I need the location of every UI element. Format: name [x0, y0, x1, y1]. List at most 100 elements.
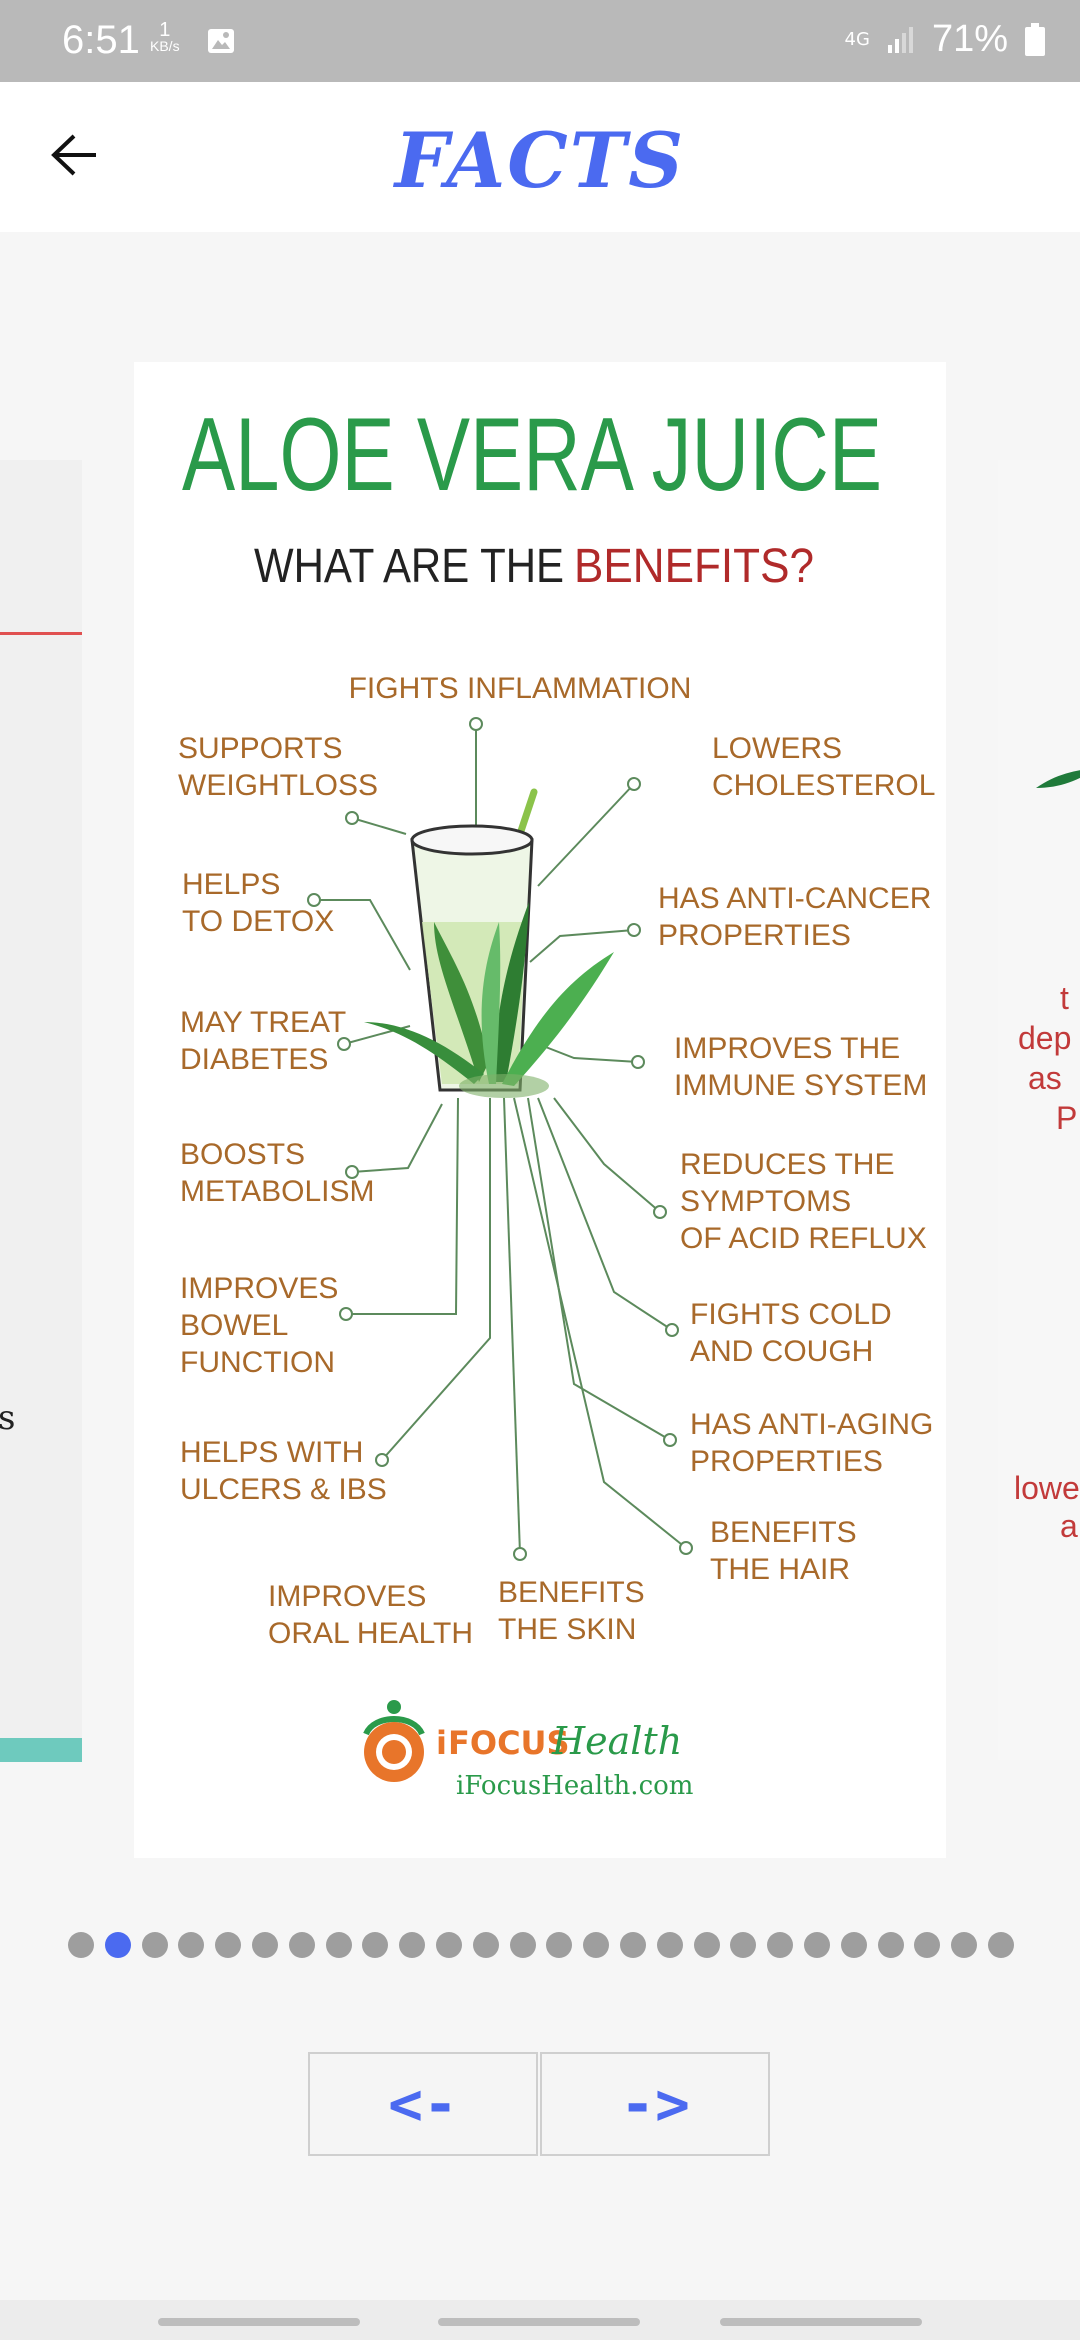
- peek-text-2: dep: [1018, 1020, 1072, 1056]
- system-navigation-bar: [0, 2300, 1080, 2340]
- connector-right-6: [513, 1097, 687, 1549]
- status-time: 6:51: [62, 18, 140, 62]
- benefit-left-0: SUPPORTS WEIGHTLOSS: [178, 732, 378, 802]
- infographic-title: ALOE VERA JUICE: [182, 397, 882, 513]
- back-arrow-icon[interactable]: [48, 128, 102, 182]
- benefit-left-5-line: ULCERS & IBS: [180, 1473, 387, 1506]
- pager-dot[interactable]: [325, 1932, 352, 1958]
- benefit-right-1-line: PROPERTIES: [658, 919, 851, 952]
- pager-dot[interactable]: [877, 1932, 904, 1958]
- pager-dot[interactable]: [656, 1932, 683, 1958]
- leaf-icon: [1036, 770, 1080, 788]
- connector-left-1-node: [307, 893, 321, 907]
- pager-dot[interactable]: [546, 1932, 573, 1958]
- back-bar[interactable]: [720, 2318, 922, 2326]
- pager-dot[interactable]: [472, 1932, 499, 1958]
- pager-dot[interactable]: [693, 1932, 720, 1958]
- brand-focus: FOCUS: [448, 1724, 570, 1762]
- brand-url: iFocusHealth.com: [456, 1771, 693, 1801]
- pager-dot[interactable]: [68, 1932, 94, 1958]
- next-button[interactable]: ->: [540, 2052, 770, 2156]
- signal-icon: [887, 26, 913, 53]
- connector-left-5-node: [375, 1453, 389, 1467]
- previous-card-peek[interactable]: s: [0, 460, 82, 1762]
- peek-text-4: P: [1056, 1100, 1078, 1136]
- pager-dot[interactable]: [509, 1932, 536, 1958]
- benefit-left-3-line: METABOLISM: [180, 1175, 374, 1208]
- pager-dot[interactable]: [436, 1932, 462, 1958]
- pager-dot[interactable]: [914, 1932, 941, 1958]
- connector-right-5: [527, 1097, 671, 1441]
- glass-illustration: [364, 788, 614, 1098]
- connector-left-2-node: [337, 1037, 351, 1051]
- pager-dot[interactable]: [583, 1932, 610, 1958]
- peek-text-1: t: [1060, 980, 1069, 1016]
- benefit-right-3-line: OF ACID REFLUX: [680, 1222, 927, 1255]
- connector-right-4-node: [665, 1323, 679, 1337]
- connector-lines: [307, 717, 693, 1561]
- pager-dot[interactable]: [215, 1932, 242, 1958]
- benefit-right-5-line: PROPERTIES: [690, 1445, 883, 1478]
- pager-dot[interactable]: [141, 1932, 168, 1958]
- benefit-left-1-line: HELPS: [182, 868, 280, 901]
- pager-dot[interactable]: [399, 1932, 426, 1958]
- benefit-left-4-line: FUNCTION: [180, 1346, 335, 1379]
- ifocus-logo: [363, 1700, 425, 1782]
- home-bar[interactable]: [438, 2318, 640, 2326]
- benefit-fights-inflammation: FIGHTS INFLAMMATION: [349, 672, 692, 705]
- battery-icon: [1025, 22, 1045, 56]
- recent-apps-bar[interactable]: [158, 2318, 360, 2326]
- pager-dot[interactable]: [840, 1932, 867, 1958]
- divider: [0, 632, 82, 635]
- benefit-right-4: FIGHTS COLD AND COUGH: [690, 1298, 892, 1368]
- pager-dots: [0, 1932, 1080, 1962]
- pager-dot[interactable]: [620, 1932, 646, 1958]
- benefit-left-4-line: BOWEL: [180, 1309, 288, 1342]
- pager-dot[interactable]: [288, 1932, 315, 1958]
- pager-dot[interactable]: [767, 1932, 794, 1958]
- pager-dot[interactable]: [951, 1932, 978, 1958]
- benefit-right-5-line: HAS ANTI-AGING: [690, 1408, 933, 1441]
- benefit-left-3: BOOSTS METABOLISM: [180, 1138, 374, 1208]
- connector-top-node: [469, 717, 483, 731]
- benefit-right-6-line: BENEFITS: [710, 1516, 857, 1549]
- connector-right-2: [537, 1043, 639, 1063]
- previous-button[interactable]: <-: [308, 2052, 538, 2156]
- next-card-peek[interactable]: t dep as P lowe a: [998, 460, 1080, 1760]
- benefit-left-1: HELPS TO DETOX: [182, 868, 334, 938]
- brand-health: Health: [551, 1719, 682, 1763]
- pager-dot[interactable]: [804, 1932, 830, 1958]
- pager-dot-active[interactable]: [104, 1932, 131, 1958]
- connector-bottom: [503, 1097, 521, 1555]
- fact-card[interactable]: ALOE VERA JUICE WHAT ARE THE BENEFITS? F…: [134, 362, 946, 1858]
- benefit-right-4-line: AND COUGH: [690, 1335, 873, 1368]
- connector-left-0: [351, 817, 407, 835]
- benefit-right-3: REDUCES THE SYMPTOMS OF ACID REFLUX: [680, 1148, 927, 1255]
- pager-dot[interactable]: [252, 1932, 278, 1958]
- network-type: 4G: [844, 28, 870, 50]
- connector-right-1: [529, 929, 635, 963]
- peek-text-5: lowe: [1014, 1470, 1080, 1506]
- aloe-infographic: ALOE VERA JUICE WHAT ARE THE BENEFITS? F…: [178, 397, 935, 1801]
- benefit-right-2-line: IMMUNE SYSTEM: [674, 1069, 927, 1102]
- network-speed-unit: KB/s: [150, 38, 180, 54]
- benefit-left-0-line: SUPPORTS: [178, 732, 343, 765]
- network-speed-value: 1: [159, 19, 171, 41]
- connector-right-5-node: [663, 1433, 677, 1447]
- teal-bar: [0, 1738, 82, 1762]
- pager-dot[interactable]: [730, 1932, 757, 1958]
- benefit-right-1-line: HAS ANTI-CANCER: [658, 882, 931, 915]
- benefit-left-0-line: WEIGHTLOSS: [178, 769, 378, 802]
- benefit-right-6: BENEFITS THE HAIR: [710, 1516, 857, 1586]
- benefit-right-6-line: THE HAIR: [710, 1553, 850, 1586]
- benefit-left-1-line: TO DETOX: [182, 905, 334, 938]
- benefit-left-4-line: IMPROVES: [180, 1272, 338, 1305]
- network-speed: 1 KB/s: [150, 19, 180, 54]
- infographic-subtitle: WHAT ARE THE: [254, 540, 564, 593]
- benefit-left-2-line: DIABETES: [180, 1043, 328, 1076]
- pager-dot[interactable]: [178, 1932, 205, 1958]
- connector-left-4-node: [339, 1307, 353, 1321]
- pager-dot[interactable]: [362, 1932, 389, 1958]
- benefit-right-3-line: SYMPTOMS: [680, 1185, 851, 1218]
- pager-dot[interactable]: [988, 1932, 1014, 1958]
